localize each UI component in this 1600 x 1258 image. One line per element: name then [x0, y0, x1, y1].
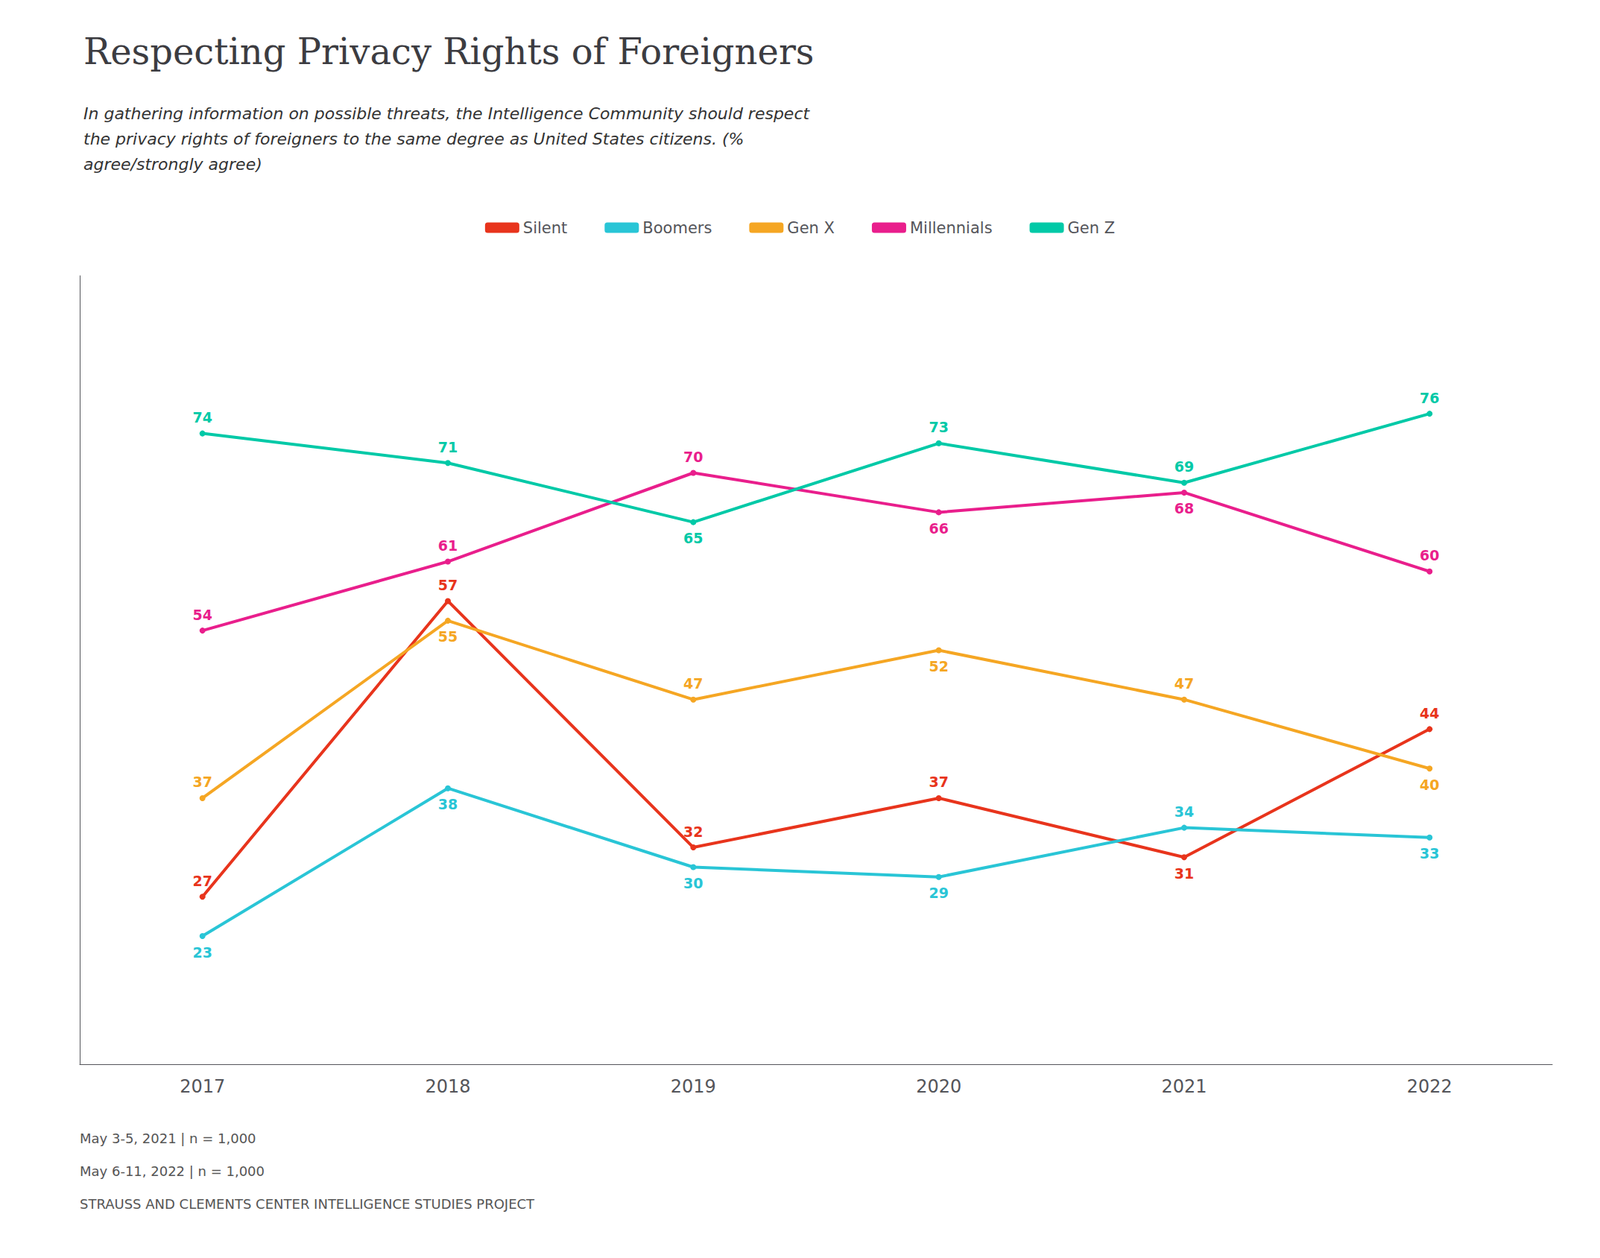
svg-text:61: 61 [438, 537, 458, 554]
svg-text:Respecting Privacy Rights of F: Respecting Privacy Rights of Foreigners [83, 30, 814, 73]
svg-text:54: 54 [192, 606, 212, 624]
svg-text:66: 66 [928, 520, 948, 537]
svg-text:Silent: Silent [523, 219, 568, 237]
svg-text:38: 38 [438, 795, 458, 813]
svg-text:52: 52 [928, 658, 948, 675]
svg-text:2018: 2018 [424, 1076, 471, 1097]
svg-text:65: 65 [683, 529, 703, 547]
svg-text:May 3-5, 2021 | n = 1,000: May 3-5, 2021 | n = 1,000 [79, 1130, 257, 1147]
svg-text:44: 44 [1419, 704, 1440, 722]
svg-text:74: 74 [192, 409, 212, 426]
svg-text:37: 37 [928, 773, 948, 790]
svg-text:2020: 2020 [915, 1076, 962, 1097]
svg-text:In gathering information on po: In gathering information on possible thr… [83, 104, 811, 123]
svg-text:55: 55 [438, 628, 458, 645]
svg-text:37: 37 [192, 773, 212, 790]
svg-text:2022: 2022 [1406, 1076, 1453, 1097]
svg-text:76: 76 [1419, 389, 1440, 407]
svg-text:agree/strongly agree): agree/strongly agree) [83, 155, 263, 174]
svg-text:30: 30 [683, 874, 703, 892]
svg-text:73: 73 [928, 418, 948, 436]
svg-text:57: 57 [438, 576, 458, 594]
svg-text:60: 60 [1419, 546, 1440, 564]
svg-text:40: 40 [1419, 776, 1440, 793]
svg-text:STRAUSS AND CLEMENTS CENTER IN: STRAUSS AND CLEMENTS CENTER INTELLIGENCE… [79, 1196, 536, 1212]
svg-text:32: 32 [683, 823, 703, 840]
svg-text:Gen Z: Gen Z [1067, 219, 1116, 237]
svg-text:47: 47 [1174, 675, 1194, 692]
svg-text:27: 27 [192, 872, 212, 890]
svg-text:May 6-11, 2022 | n = 1,000: May 6-11, 2022 | n = 1,000 [79, 1163, 265, 1179]
svg-text:23: 23 [192, 944, 212, 961]
svg-text:29: 29 [928, 884, 948, 901]
svg-text:68: 68 [1174, 500, 1194, 517]
svg-text:Gen X: Gen X [786, 219, 835, 237]
svg-text:the privacy rights of foreigne: the privacy rights of foreigners to the … [83, 129, 744, 149]
svg-text:69: 69 [1174, 458, 1194, 475]
svg-text:2017: 2017 [179, 1076, 226, 1097]
svg-text:2021: 2021 [1161, 1076, 1207, 1097]
svg-text:70: 70 [683, 448, 703, 466]
svg-text:33: 33 [1419, 845, 1440, 862]
svg-text:Boomers: Boomers [642, 219, 712, 237]
svg-text:47: 47 [683, 675, 703, 692]
svg-text:31: 31 [1174, 865, 1194, 882]
svg-text:34: 34 [1174, 803, 1194, 820]
svg-text:Millennials: Millennials [909, 219, 993, 237]
svg-text:2019: 2019 [670, 1076, 717, 1097]
svg-text:71: 71 [438, 438, 458, 456]
